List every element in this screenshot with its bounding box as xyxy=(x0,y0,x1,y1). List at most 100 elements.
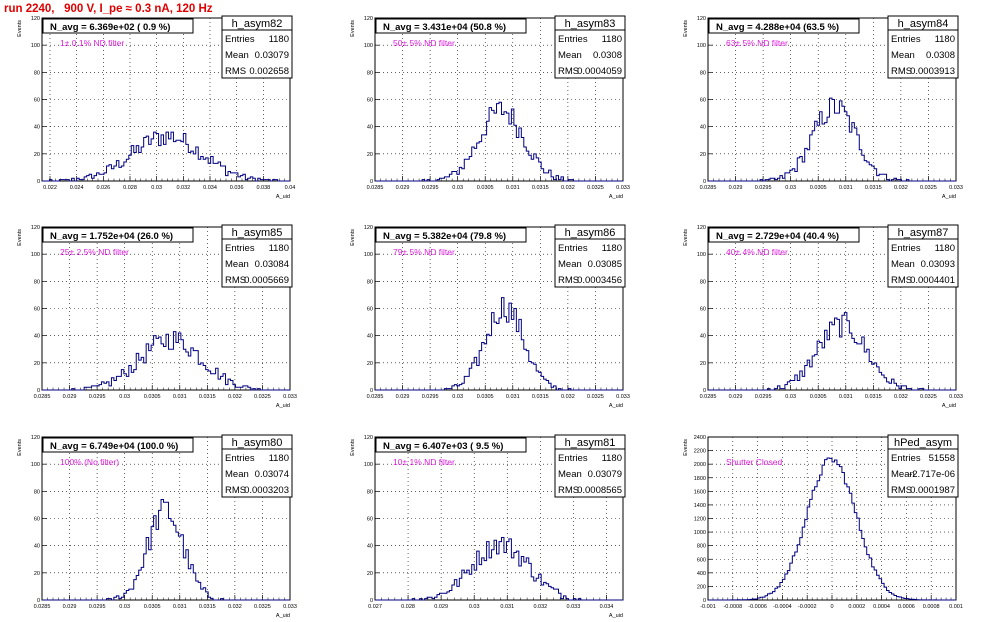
x-tick-label: 0.032 xyxy=(894,185,908,191)
filter-label: 50± 5% ND filter xyxy=(393,38,455,48)
histogram-series-h_asym81 xyxy=(375,537,623,601)
y-tick-label: 0 xyxy=(703,179,706,185)
y-tick-label: 40 xyxy=(34,334,40,340)
x-tick-label: 0.0002 xyxy=(848,604,865,610)
stats-box: hPed_asym Entries 51558 Mean-2.717e-06 RMS0.… xyxy=(887,434,959,498)
stats-mean-key: Mean xyxy=(891,469,915,480)
stats-rms-key: RMS xyxy=(558,485,579,496)
y-tick-label: 60 xyxy=(700,98,706,104)
x-tick-label: 0.0305 xyxy=(477,185,494,191)
y-tick-label: 80 xyxy=(34,489,40,495)
filter-label: 25± 2.5% ND filter xyxy=(60,247,129,257)
histogram-panel-h_asym82: 0.022 0.024 0.026 0.028 0.03 0.032 0.034 0.036 0… xyxy=(17,15,295,200)
x-tick-label: 0.03 xyxy=(119,394,130,400)
x-tick-label: 0.034 xyxy=(600,604,614,610)
x-tick-label: 0.029 xyxy=(729,185,743,191)
y-tick-label: 0 xyxy=(370,179,373,185)
x-tick-label: 0.0295 xyxy=(422,394,439,400)
stats-mean-key: Mean xyxy=(558,469,582,480)
stats-mean-value: -2.717e-06 xyxy=(909,469,955,480)
stats-entries-key: Entries xyxy=(891,243,921,254)
stats-entries-key: Entries xyxy=(891,453,921,464)
stats-rms-value: 0.0008565 xyxy=(577,485,622,496)
x-tick-label: 0.033 xyxy=(567,604,581,610)
x-tick-label: 0.033 xyxy=(283,604,297,610)
stats-title: h_asym85 xyxy=(232,227,283,239)
x-axis-label: A_uid xyxy=(609,403,623,409)
x-tick-label: 0.0325 xyxy=(920,185,937,191)
x-tick-label: 0.032 xyxy=(228,604,242,610)
x-tick-label: 0.0325 xyxy=(920,394,937,400)
stats-rms-value: 0.0005669 xyxy=(244,275,289,286)
y-tick-label: 40 xyxy=(700,334,706,340)
x-tick-label: 0.03 xyxy=(469,604,480,610)
x-axis-label: A_uid xyxy=(942,403,956,409)
histogram-panel-h_asym86: 0.0285 0.029 0.0295 0.03 0.0305 0.031 0.0315 0.… xyxy=(350,224,630,409)
x-tick-label: 0.0315 xyxy=(532,185,549,191)
stats-entries-key: Entries xyxy=(558,243,588,254)
stats-entries-value: 1180 xyxy=(602,243,622,254)
stats-mean-key: Mean xyxy=(225,469,249,480)
histogram-series-h_asym80 xyxy=(42,498,290,601)
stats-title: h_asym81 xyxy=(565,437,616,449)
stats-box: h_asym80 Entries 1180 Mean 0.03074 RMS0.00032… xyxy=(221,434,293,498)
stats-entries-value: 1180 xyxy=(269,453,289,464)
x-tick-label: 0.001 xyxy=(949,604,963,610)
x-tick-label: 0.03 xyxy=(119,604,130,610)
histogram-panel-h_asym81: 0.027 0.028 0.029 0.03 0.031 0.032 0.033 0.034 0… xyxy=(350,434,626,619)
stats-title: h_asym86 xyxy=(565,227,616,239)
stats-entries-value: 1180 xyxy=(269,34,289,45)
histogram-series-h_asym85 xyxy=(42,331,290,391)
y-tick-label: 1600 xyxy=(694,489,706,495)
x-axis-label: A_uid xyxy=(276,613,290,619)
stats-mean-value: 0.03079 xyxy=(588,469,622,480)
stats-title: h_asym87 xyxy=(898,227,949,239)
x-tick-label: 0.032 xyxy=(228,394,242,400)
stats-rms-key: RMS xyxy=(891,66,912,77)
x-tick-label: 0.0315 xyxy=(199,394,216,400)
stats-mean-value: 0.0308 xyxy=(593,50,622,61)
histogram-panel-h_asym83: 0.0285 0.029 0.0295 0.03 0.0305 0.031 0.0315 0.… xyxy=(350,15,630,200)
n-avg-label: N_avg = 2.729e+04 (40.4 %) xyxy=(716,231,839,242)
n-avg-box: N_avg = 6.407e+03 ( 9.5 %) xyxy=(375,437,527,453)
y-tick-label: 20 xyxy=(34,571,40,577)
x-tick-label: 0.031 xyxy=(506,394,520,400)
n-avg-label: N_avg = 5.382e+04 (79.8 %) xyxy=(383,231,506,242)
y-tick-label: 80 xyxy=(700,70,706,76)
stats-title: h_asym80 xyxy=(232,437,283,449)
y-tick-label: 100 xyxy=(364,252,373,258)
n-avg-label: N_avg = 4.288e+04 (63.5 %) xyxy=(716,22,839,33)
x-tick-label: 0.0305 xyxy=(144,604,161,610)
stats-rms-key: RMS xyxy=(225,275,246,286)
stats-rms-value: 0.0003913 xyxy=(910,66,955,77)
x-tick-label: 0.0305 xyxy=(477,394,494,400)
y-tick-label: 60 xyxy=(367,307,373,313)
x-tick-label: 0.0315 xyxy=(865,394,882,400)
stats-mean-key: Mean xyxy=(558,50,582,61)
x-tick-label: 0.0295 xyxy=(755,394,772,400)
y-tick-label: 0 xyxy=(37,598,40,604)
x-tick-label: 0.0325 xyxy=(254,604,271,610)
x-tick-label: 0.031 xyxy=(506,185,520,191)
stats-rms-key: RMS xyxy=(891,275,912,286)
x-tick-label: 0.0305 xyxy=(144,394,161,400)
y-tick-label: 0 xyxy=(703,598,706,604)
x-tick-label: -0.001 xyxy=(700,604,716,610)
y-tick-label: 80 xyxy=(367,489,373,495)
y-tick-label: 60 xyxy=(34,307,40,313)
filter-label: 1± 0.1% ND filter xyxy=(60,38,124,48)
x-tick-label: -0.0002 xyxy=(798,604,817,610)
stats-entries-value: 1180 xyxy=(935,34,955,45)
x-tick-label: 0.029 xyxy=(396,185,410,191)
stats-box: h_asym85 Entries 1180 Mean 0.03084 RMS0.00056… xyxy=(221,224,293,288)
y-tick-label: 100 xyxy=(364,43,373,49)
histogram-panel-h_asym84: 0.0285 0.029 0.0295 0.03 0.0305 0.031 0.0315 0.… xyxy=(683,15,963,200)
stats-mean-value: 0.03084 xyxy=(255,259,289,270)
stats-rms-key: RMS xyxy=(225,66,246,77)
y-tick-label: 2200 xyxy=(694,449,706,455)
y-tick-label: 1800 xyxy=(694,476,706,482)
x-tick-label: 0.0285 xyxy=(700,185,717,191)
x-tick-label: 0.029 xyxy=(729,394,743,400)
stats-title: h_asym83 xyxy=(565,18,616,30)
x-tick-label: 0.0325 xyxy=(254,394,271,400)
